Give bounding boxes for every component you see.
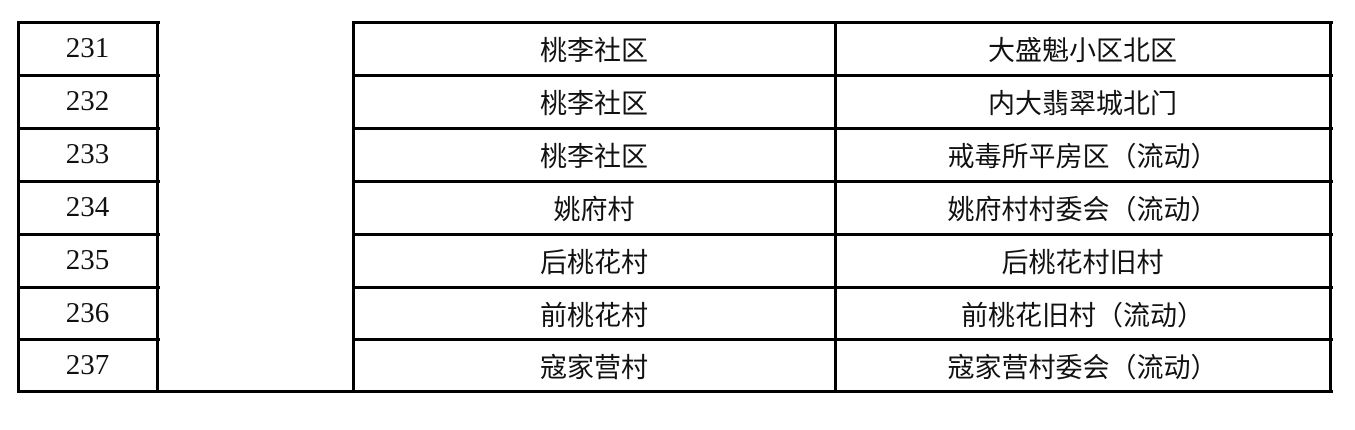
cell-community: 桃李社区: [540, 36, 648, 67]
row-divider: [353, 74, 1333, 77]
row-divider: [18, 127, 160, 130]
cell-community: 后桃花村: [540, 248, 648, 279]
row-divider: [18, 233, 160, 236]
row-divider: [18, 21, 160, 24]
cell-community: 姚府村: [553, 195, 635, 226]
cell-no: 231: [65, 32, 110, 64]
cell-location: 大盛魁小区北区: [988, 36, 1177, 67]
cell-community: 前桃花村: [540, 300, 648, 332]
cell-location: 姚府村村委会（流动）: [947, 195, 1218, 226]
cell-location: 前桃花旧村（流动）: [961, 300, 1204, 332]
row-divider: [18, 180, 160, 183]
cell-location: 后桃花村旧村: [1001, 248, 1164, 279]
table-border-bottom: [18, 390, 1333, 393]
row-divider: [18, 74, 160, 77]
row-divider: [353, 21, 1333, 24]
cell-no: 236: [65, 296, 110, 329]
cell-no: 233: [65, 138, 110, 170]
cell-no: 234: [65, 191, 110, 223]
cell-community: 桃李社区: [540, 142, 648, 173]
column-divider: [1329, 21, 1332, 393]
cell-no: 232: [65, 85, 110, 117]
column-divider: [17, 21, 20, 393]
row-divider: [353, 180, 1333, 183]
column-divider: [352, 21, 355, 393]
row-divider: [18, 286, 160, 289]
row-divider: [353, 127, 1333, 130]
cell-community: 寇家营村: [540, 352, 648, 384]
row-divider: [353, 338, 1333, 341]
cell-location: 寇家营村委会（流动）: [947, 352, 1218, 384]
row-divider: [18, 338, 160, 341]
column-divider: [834, 21, 837, 393]
cell-location: 内大翡翠城北门: [988, 89, 1177, 120]
cell-no: 237: [65, 348, 110, 381]
cell-location: 戒毒所平房区（流动）: [947, 142, 1218, 173]
row-divider: [353, 286, 1333, 289]
row-divider: [353, 233, 1333, 236]
cell-community: 桃李社区: [540, 89, 648, 120]
cell-no: 235: [65, 244, 110, 276]
column-divider: [156, 21, 159, 393]
